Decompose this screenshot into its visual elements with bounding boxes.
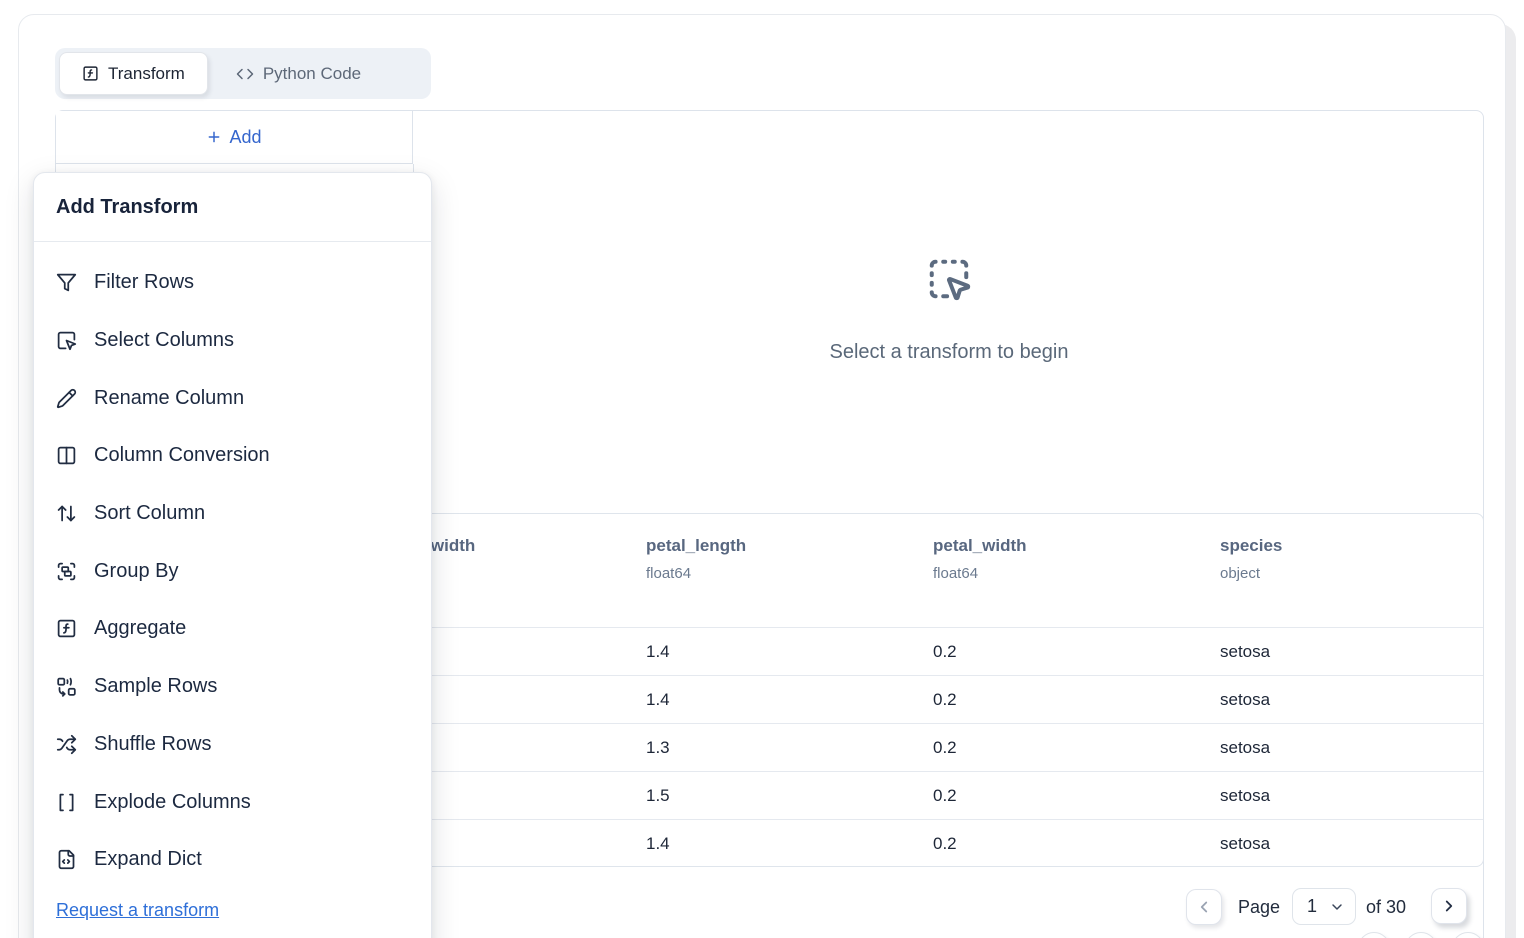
column-header-petal-length: petal_length float64 xyxy=(646,536,747,582)
menu-item-label: Select Columns xyxy=(94,329,235,352)
column-header-petal-width: petal_width float64 xyxy=(933,536,1027,582)
popover-title: Add Transform xyxy=(34,173,431,242)
filter-icon xyxy=(56,272,77,293)
cell: 0.2 xyxy=(933,738,957,757)
table-row: 1.4 0.2 setosa xyxy=(57,627,1483,675)
page-number-select[interactable]: 1 xyxy=(1292,888,1356,925)
cell: 1.4 xyxy=(646,690,670,709)
tab-python-code[interactable]: Python Code xyxy=(210,52,387,95)
tab-transform[interactable]: Transform xyxy=(59,52,208,95)
function-square-icon xyxy=(82,65,99,82)
replace-icon xyxy=(56,676,77,697)
cell: setosa xyxy=(1220,834,1271,853)
menu-item-expand-dict[interactable]: Expand Dict xyxy=(34,831,431,889)
group-icon xyxy=(56,561,77,582)
arrow-up-down-icon xyxy=(56,503,77,524)
request-transform-link[interactable]: Request a transform xyxy=(56,900,220,920)
add-button-label: Add xyxy=(229,126,262,147)
menu-item-filter-rows[interactable]: Filter Rows xyxy=(34,254,431,312)
chevron-right-icon xyxy=(1440,897,1458,915)
code-icon xyxy=(236,65,254,83)
menu-item-label: Explode Columns xyxy=(94,790,251,813)
menu-item-label: Sample Rows xyxy=(94,675,218,698)
menu-item-shuffle-rows[interactable]: Shuffle Rows xyxy=(34,716,431,774)
footer-round-button[interactable] xyxy=(1358,932,1390,938)
table-row: 1.4 0.2 setosa xyxy=(57,819,1483,867)
pagination-bar: Page 1 of 30 xyxy=(56,867,1484,938)
page-count-label: of 30 xyxy=(1366,897,1407,917)
footer-round-button[interactable] xyxy=(1452,932,1484,938)
empty-state: Select a transform to begin xyxy=(413,111,1485,513)
columns-icon xyxy=(56,445,77,466)
cell: setosa xyxy=(1220,786,1271,805)
menu-item-label: Column Conversion xyxy=(94,444,270,467)
menu-item-label: Filter Rows xyxy=(94,271,195,294)
plus-icon xyxy=(206,129,222,145)
menu-item-label: Aggregate xyxy=(94,617,187,640)
column-header-species: species object xyxy=(1220,536,1283,582)
tab-python-code-label: Python Code xyxy=(262,63,362,83)
menu-item-label: Expand Dict xyxy=(94,848,202,871)
previous-page-button[interactable] xyxy=(1186,889,1222,925)
function-square-icon xyxy=(56,618,77,639)
menu-item-label: Rename Column xyxy=(94,386,245,409)
cell: setosa xyxy=(1220,738,1271,757)
cell: 1.3 xyxy=(646,738,670,757)
cell: 1.4 xyxy=(646,834,670,853)
cell: setosa xyxy=(1220,690,1271,709)
table-row: 1.4 0.2 setosa xyxy=(57,675,1483,723)
add-transform-popover: Add Transform Filter Rows Select Columns… xyxy=(33,172,432,938)
page-number-value: 1 xyxy=(1307,896,1318,916)
cell: 0.2 xyxy=(933,786,957,805)
menu-item-rename-column[interactable]: Rename Column xyxy=(34,369,431,427)
shuffle-icon xyxy=(56,734,77,755)
cell: 0.2 xyxy=(933,690,957,709)
square-dashed-mouse-pointer-icon xyxy=(926,256,972,302)
chevron-down-icon xyxy=(1329,899,1345,915)
menu-item-select-columns[interactable]: Select Columns xyxy=(34,312,431,370)
cell: 1.4 xyxy=(646,642,670,661)
next-page-button[interactable] xyxy=(1431,888,1467,924)
menu-item-group-by[interactable]: Group By xyxy=(34,542,431,600)
menu-item-label: Sort Column xyxy=(94,502,206,525)
cell: 0.2 xyxy=(933,834,957,853)
empty-state-message: Select a transform to begin xyxy=(829,341,1069,363)
square-mouse-pointer-icon xyxy=(56,330,77,351)
cell: 1.5 xyxy=(646,786,670,805)
menu-item-sample-rows[interactable]: Sample Rows xyxy=(34,658,431,716)
footer-round-button[interactable] xyxy=(1405,932,1437,938)
pencil-icon xyxy=(56,388,77,409)
menu-item-label: Group By xyxy=(94,559,179,582)
menu-item-label: Shuffle Rows xyxy=(94,732,212,755)
table-row: 1.3 0.2 setosa xyxy=(57,723,1483,771)
transform-menu: Filter Rows Select Columns Rename Column… xyxy=(34,254,431,889)
menu-item-column-conversion[interactable]: Column Conversion xyxy=(34,427,431,485)
cell: setosa xyxy=(1220,642,1271,661)
menu-item-sort-column[interactable]: Sort Column xyxy=(34,485,431,543)
cell: 0.2 xyxy=(933,642,957,661)
menu-item-explode-columns[interactable]: Explode Columns xyxy=(34,773,431,831)
file-code-icon xyxy=(56,849,77,870)
tab-bar: Transform Python Code xyxy=(55,48,431,99)
menu-item-aggregate[interactable]: Aggregate xyxy=(34,600,431,658)
tab-transform-label: Transform xyxy=(108,63,185,83)
brackets-icon xyxy=(56,792,77,813)
page-label: Page xyxy=(1238,897,1281,917)
chevron-left-icon xyxy=(1195,898,1213,916)
table-row: 1.5 0.2 setosa xyxy=(57,771,1483,819)
add-transform-button[interactable]: Add xyxy=(56,111,413,164)
